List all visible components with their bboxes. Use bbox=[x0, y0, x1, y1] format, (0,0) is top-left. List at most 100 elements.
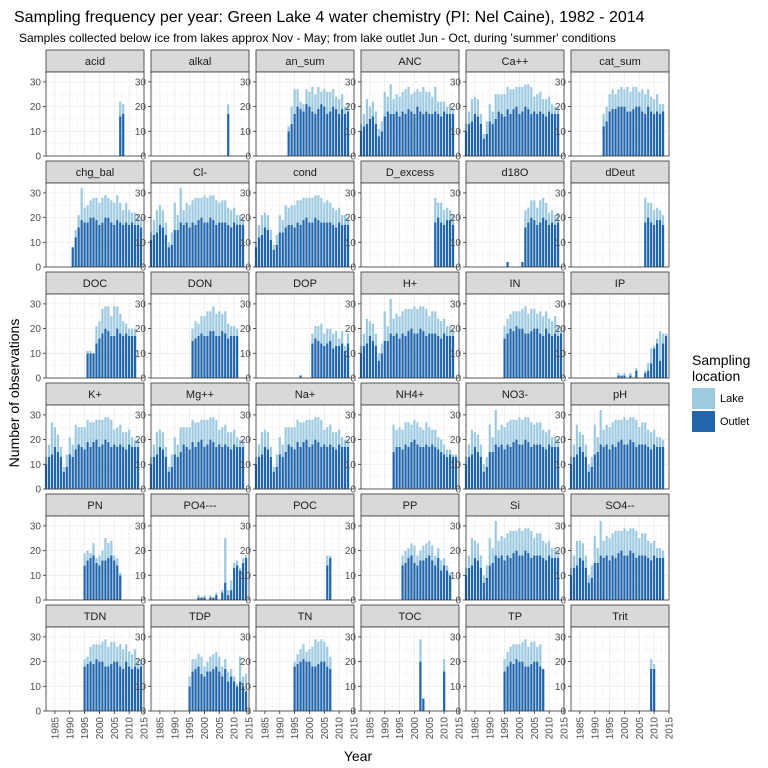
bar-outlet bbox=[545, 116, 548, 156]
bar-outlet bbox=[608, 449, 611, 489]
bar-outlet bbox=[241, 447, 245, 489]
bar-outlet bbox=[500, 114, 503, 156]
bar-outlet bbox=[119, 575, 122, 600]
bar-outlet bbox=[389, 333, 392, 378]
bar-outlet bbox=[290, 447, 293, 489]
bar-lake bbox=[215, 651, 218, 667]
bar-outlet bbox=[365, 123, 369, 156]
panel-border bbox=[45, 182, 145, 268]
bar-outlet bbox=[437, 449, 440, 489]
facet-label: cat_sum bbox=[599, 56, 641, 68]
bar-outlet bbox=[122, 669, 125, 711]
bar-outlet bbox=[98, 225, 101, 267]
bar-outlet bbox=[194, 669, 197, 711]
bar-lake bbox=[485, 456, 488, 467]
bar-lake bbox=[389, 298, 392, 334]
bar-lake bbox=[284, 427, 287, 452]
bar-lake bbox=[545, 99, 548, 117]
y-tick-label: 0 bbox=[35, 485, 41, 496]
bar-outlet bbox=[200, 333, 203, 378]
bar-lake bbox=[533, 538, 536, 556]
bar-outlet bbox=[218, 444, 221, 489]
bar-lake bbox=[553, 106, 557, 114]
bar-lake bbox=[599, 409, 602, 445]
y-tick-label: 0 bbox=[455, 707, 461, 718]
bar-outlet bbox=[125, 333, 128, 378]
bar-lake bbox=[553, 316, 557, 334]
bar-outlet bbox=[548, 111, 551, 156]
bar-lake bbox=[575, 540, 579, 566]
bar-outlet bbox=[440, 222, 443, 267]
x-tick-label: 2000 bbox=[200, 717, 211, 740]
bar-outlet bbox=[314, 666, 317, 711]
bar-outlet bbox=[515, 439, 518, 489]
bar-outlet bbox=[407, 331, 410, 378]
y-tick-label: 10 bbox=[555, 682, 567, 693]
y-tick-label: 20 bbox=[30, 213, 42, 224]
y-tick-label: 30 bbox=[345, 77, 357, 88]
bar-lake bbox=[617, 89, 620, 107]
bar-outlet bbox=[188, 227, 191, 267]
facet-label: Ca++ bbox=[502, 56, 529, 68]
bar-lake bbox=[236, 683, 239, 687]
bar-lake bbox=[596, 548, 599, 563]
bar-lake bbox=[161, 210, 164, 228]
bar-outlet bbox=[296, 664, 299, 711]
bar-lake bbox=[656, 94, 659, 112]
y-tick-label: 0 bbox=[455, 152, 461, 163]
bar-lake bbox=[500, 94, 503, 114]
facet-label: pH bbox=[613, 389, 627, 401]
bar-lake bbox=[605, 424, 608, 445]
facet-label: PO4--- bbox=[184, 500, 217, 512]
bar-outlet bbox=[233, 567, 236, 600]
bar-outlet bbox=[227, 338, 230, 378]
panel-border bbox=[465, 404, 565, 490]
bar-lake bbox=[98, 644, 101, 662]
bar-outlet bbox=[308, 447, 311, 489]
x-tick-label: 1990 bbox=[590, 717, 601, 740]
bar-outlet bbox=[293, 666, 296, 711]
bar-outlet bbox=[533, 220, 536, 267]
bar-outlet bbox=[515, 550, 518, 600]
bar-outlet bbox=[238, 570, 242, 600]
bar-lake bbox=[494, 409, 497, 445]
bar-outlet bbox=[179, 222, 182, 267]
bar-lake bbox=[605, 535, 608, 556]
y-tick-label: 0 bbox=[350, 263, 356, 274]
y-tick-label: 30 bbox=[555, 77, 567, 88]
panel-border bbox=[255, 404, 355, 490]
bar-lake bbox=[548, 318, 551, 334]
bar-lake bbox=[448, 104, 452, 114]
bar-lake bbox=[152, 444, 156, 457]
bar-outlet bbox=[641, 444, 644, 489]
bar-lake bbox=[281, 444, 284, 457]
bar-lake bbox=[488, 104, 491, 122]
y-tick-label: 10 bbox=[345, 682, 357, 693]
facet-label: SO4-- bbox=[605, 500, 635, 512]
bar-lake bbox=[113, 555, 116, 561]
bar-lake bbox=[587, 464, 590, 472]
bar-lake bbox=[611, 533, 614, 556]
y-tick-label: 20 bbox=[345, 324, 357, 335]
bar-outlet bbox=[380, 131, 383, 156]
bar-lake bbox=[296, 200, 299, 223]
bar-lake bbox=[410, 308, 413, 329]
y-tick-label: 30 bbox=[345, 299, 357, 310]
bar-lake bbox=[206, 419, 209, 445]
facet-label: d18O bbox=[502, 167, 529, 179]
bar-lake bbox=[533, 96, 536, 112]
bar-lake bbox=[227, 104, 230, 114]
bar-lake bbox=[338, 338, 341, 346]
bar-outlet bbox=[530, 114, 533, 156]
bar-lake bbox=[503, 326, 506, 339]
bar-outlet bbox=[521, 661, 524, 711]
bar-outlet bbox=[635, 370, 638, 378]
bar-outlet bbox=[521, 328, 524, 378]
bar-outlet bbox=[236, 686, 239, 711]
y-tick-label: 10 bbox=[240, 571, 252, 582]
bar-outlet bbox=[287, 131, 290, 156]
x-tick-label: 1985 bbox=[365, 717, 376, 740]
bar-lake bbox=[305, 89, 308, 105]
bar-lake bbox=[212, 195, 215, 221]
